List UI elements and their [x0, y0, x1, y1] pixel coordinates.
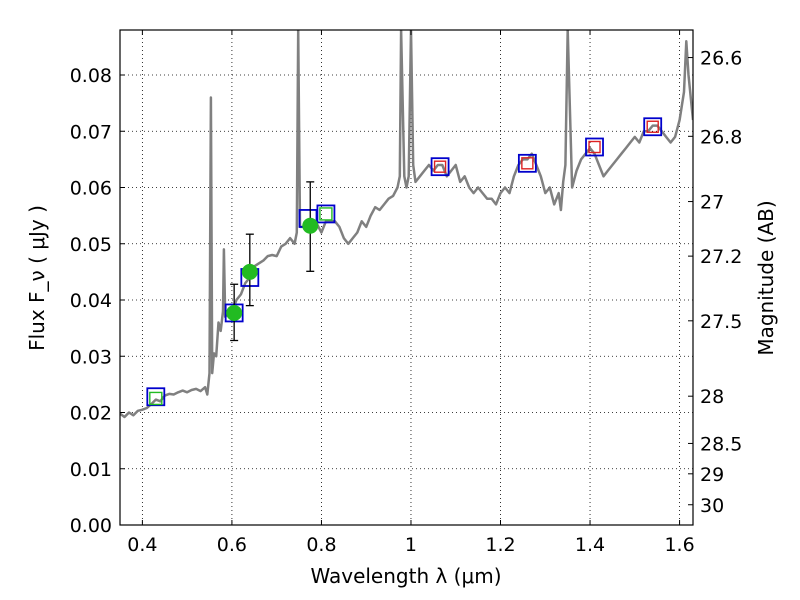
green-dot-marker: [302, 217, 319, 234]
right-tick-label: 27.5: [700, 311, 742, 333]
right-tick-label: 26.6: [700, 48, 742, 70]
right-axis-label: Magnitude (AB): [754, 200, 778, 355]
y-tick-label: 0.06: [70, 178, 112, 200]
y-tick-label: 0.08: [70, 65, 112, 87]
red-square-marker: [588, 140, 601, 154]
x-axis-label: Wavelength λ (μm): [310, 564, 501, 588]
y-tick-label: 0.07: [70, 121, 112, 143]
blue-square-marker: [585, 137, 604, 157]
right-tick-label: 26.8: [700, 126, 742, 148]
x-tick-label: 0.6: [217, 534, 247, 556]
right-axis: 26.6 26.8 27 27.2 27.5 28 28.5 29 30: [688, 48, 742, 517]
green-square-marker: [149, 391, 163, 406]
right-tick-label: 30: [700, 495, 724, 517]
blue-square-marker: [146, 387, 166, 407]
green-dot-marker: [226, 304, 243, 321]
plot-area: [120, 30, 693, 419]
x-tick-label: 1.6: [664, 534, 694, 556]
right-tick-label: 28.5: [700, 433, 742, 455]
x-tick-label: 1: [405, 534, 417, 556]
axes-frame: [119, 29, 694, 526]
green-square-marker: [319, 207, 333, 221]
y-tick-label: 0.03: [70, 346, 112, 368]
x-tick-label: 1.2: [485, 534, 515, 556]
right-tick-label: 27.2: [700, 246, 742, 268]
y-tick-label: 0.01: [70, 459, 112, 481]
x-tick-label: 0.8: [306, 534, 336, 556]
y-axis-label: Flux F_ν ( μJy ): [25, 205, 49, 351]
x-axis: 0.4 0.6 0.8 1 1.2 1.4 1.6: [127, 30, 695, 556]
x-tick-label: 0.4: [127, 534, 157, 556]
y-tick-label: 0.05: [70, 234, 112, 256]
model-spectrum-line: [120, 30, 693, 419]
blue-square-marker: [430, 157, 450, 177]
y-axis: 0.00 0.01 0.02 0.03 0.04 0.05 0.06 0.07 0.08: [70, 65, 125, 537]
y-tick-label: 0.02: [70, 403, 112, 425]
green-dot-marker: [241, 263, 258, 280]
red-square-marker: [646, 120, 659, 133]
x-tick-label: 1.4: [575, 534, 605, 556]
right-tick-label: 29: [700, 464, 724, 486]
right-tick-label: 27: [700, 192, 724, 214]
red-square-marker: [521, 157, 534, 170]
y-tick-label: 0.00: [70, 515, 112, 537]
y-tick-label: 0.04: [70, 290, 112, 312]
blue-square-marker: [316, 204, 336, 224]
series-layer: [120, 30, 693, 419]
right-tick-label: 28: [700, 386, 724, 408]
blue-square-marker: [643, 117, 663, 137]
grid: [120, 30, 693, 526]
red-square-marker: [433, 160, 447, 173]
blue-square-marker: [517, 153, 537, 173]
